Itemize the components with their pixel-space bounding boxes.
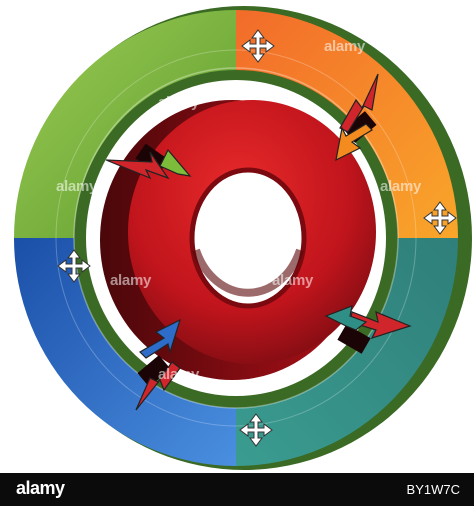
segment-orange [236, 10, 458, 238]
joint-arrow-right [423, 201, 457, 235]
footer-bar: alamy BY1W7C [0, 473, 474, 506]
cycle-diagram-graphic [14, 6, 472, 470]
arrow-nw [105, 148, 192, 180]
joint-arrows [57, 29, 457, 447]
joint-arrow-left [57, 249, 91, 283]
joint-arrow-bottom [239, 413, 273, 447]
outer-ring [14, 10, 458, 466]
arrow-ne [335, 73, 379, 162]
arrows [105, 73, 412, 411]
joint-arrow-top [241, 29, 275, 63]
segment-teal [236, 238, 458, 466]
segment-green [14, 10, 236, 238]
segment-blue [14, 238, 236, 466]
center-ring [100, 100, 376, 380]
image-id: BY1W7C [406, 482, 460, 497]
arrow-sw [135, 318, 181, 411]
footer-logo: alamy [16, 478, 65, 498]
arrow-se [324, 305, 412, 339]
